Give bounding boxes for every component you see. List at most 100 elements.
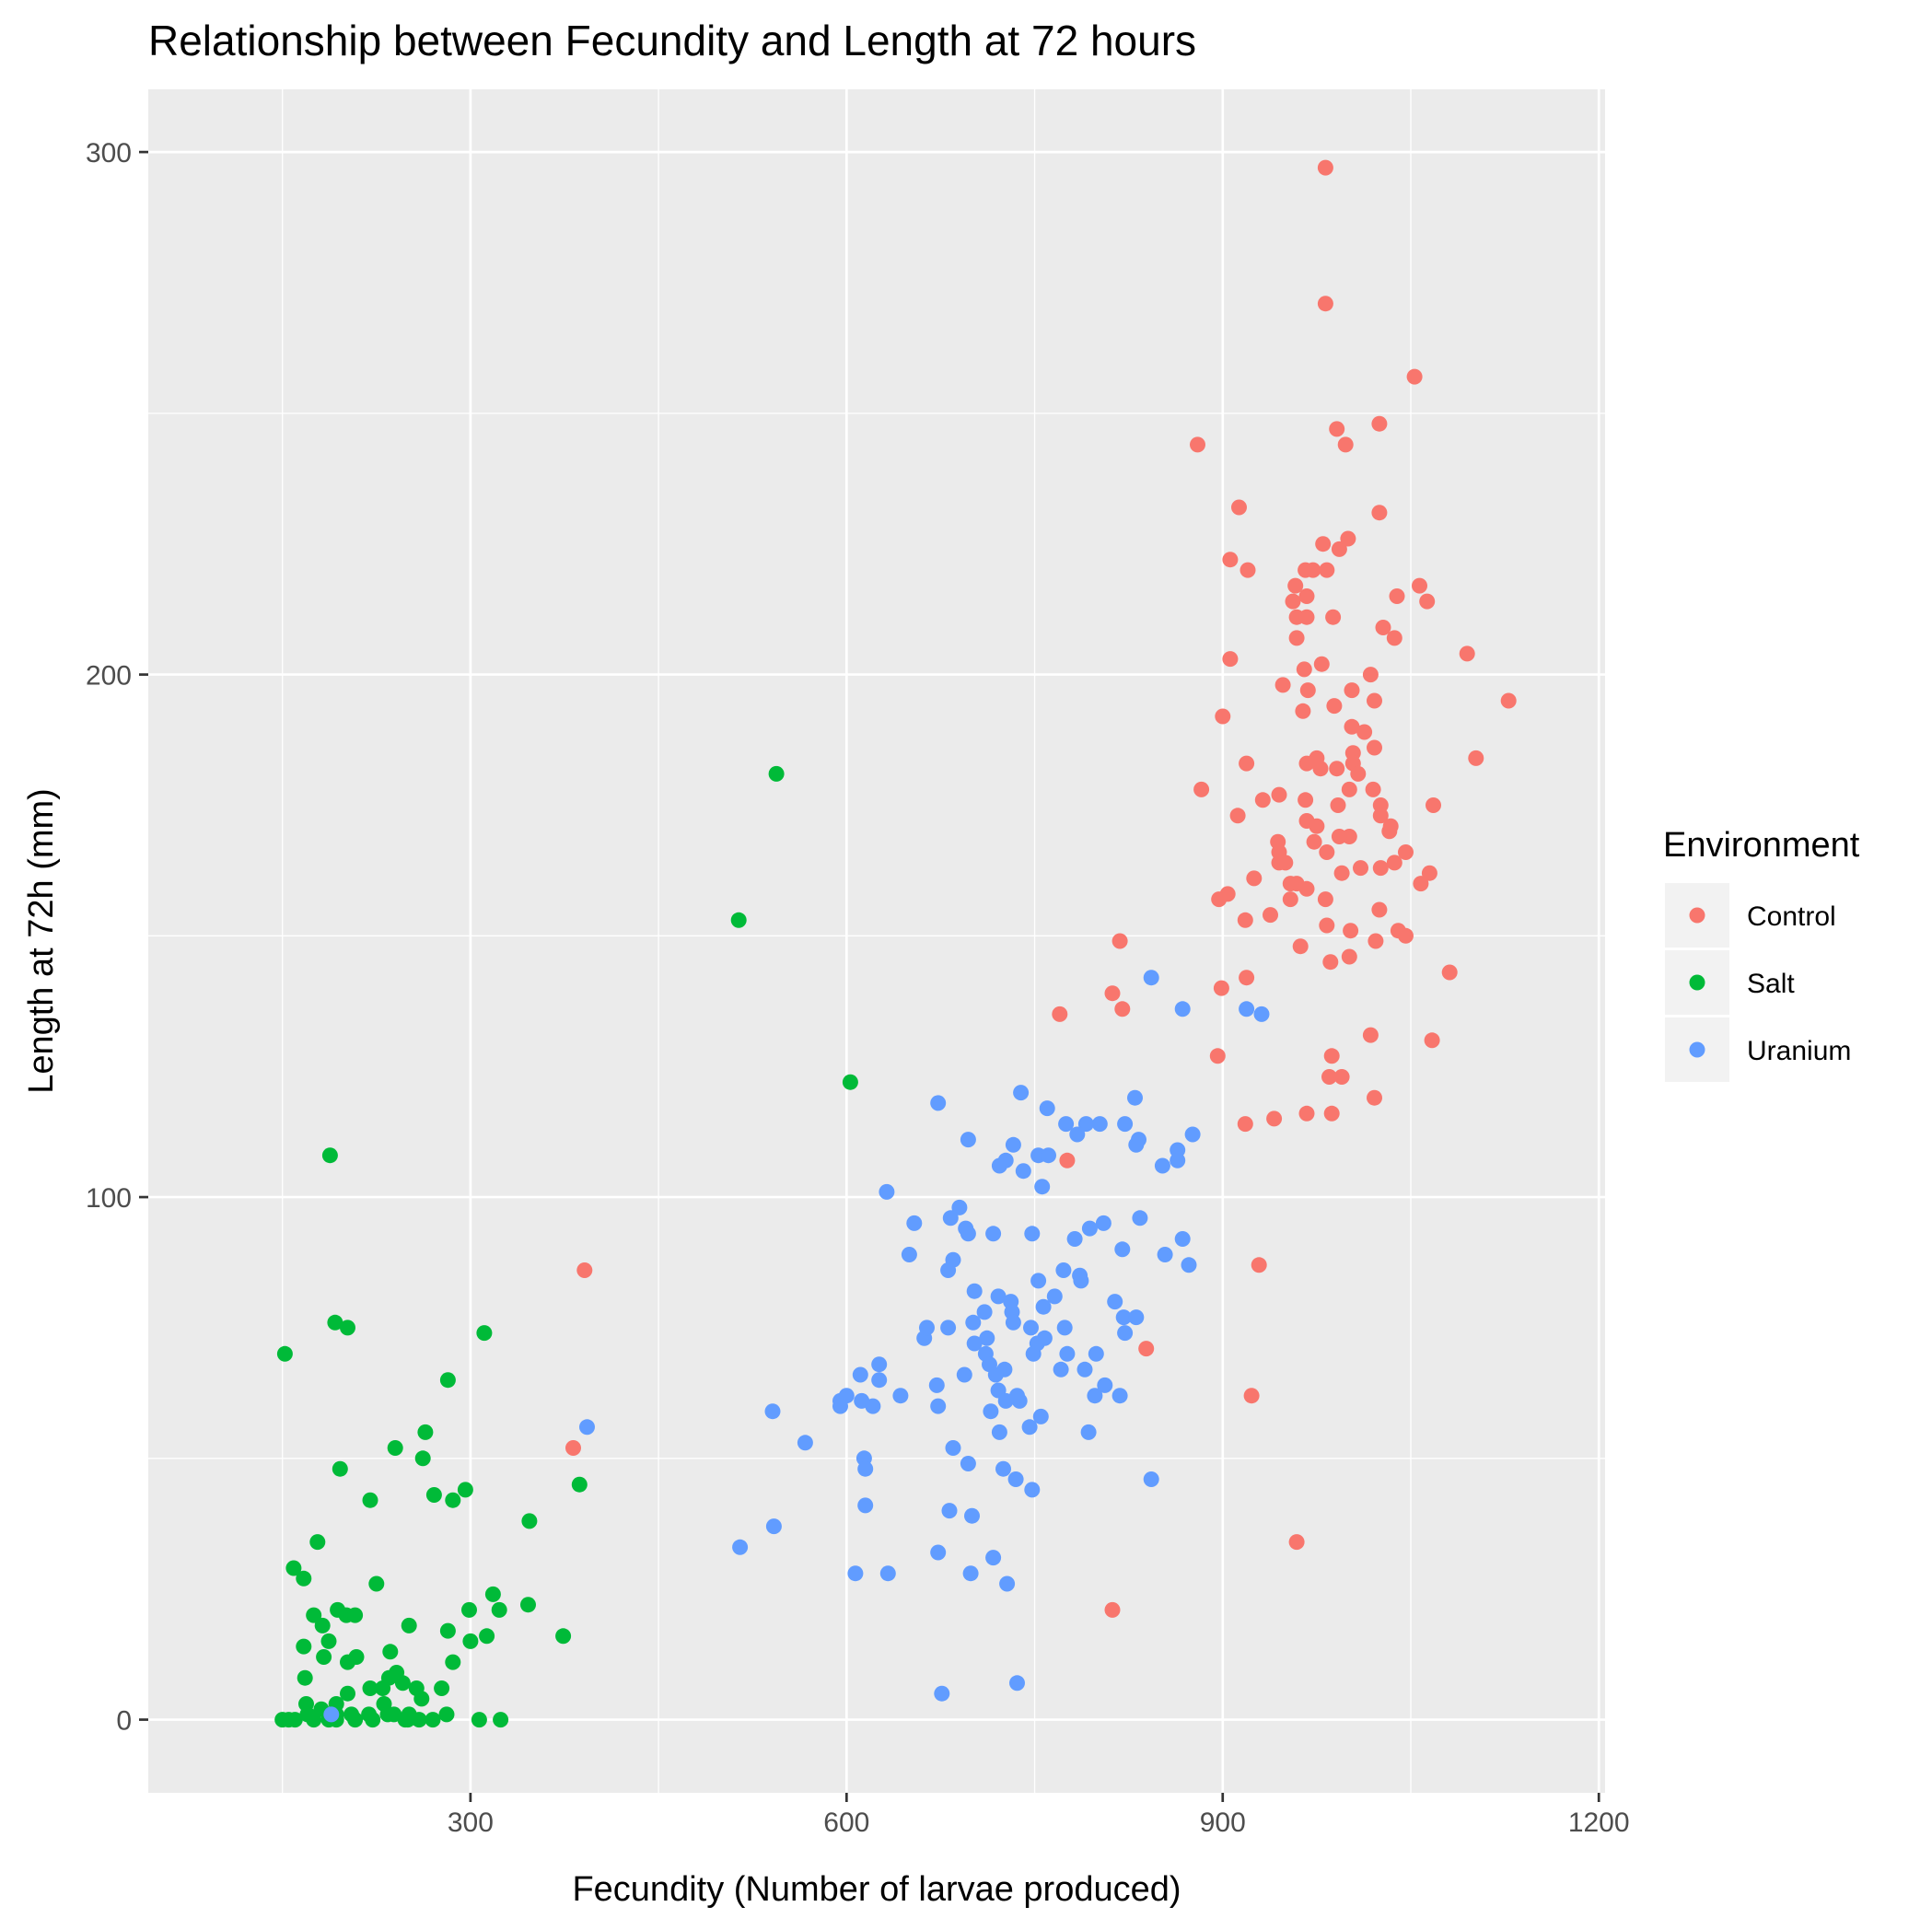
data-point (1367, 1089, 1382, 1106)
data-point (434, 1680, 450, 1696)
data-point (847, 1565, 864, 1582)
data-point (1323, 1048, 1340, 1064)
data-point (1288, 630, 1305, 646)
data-point (930, 1398, 947, 1414)
data-point (768, 765, 785, 782)
data-point (1128, 1136, 1145, 1153)
series-uranium (323, 970, 1270, 1723)
data-point (1091, 1116, 1108, 1133)
data-point (1371, 415, 1388, 432)
data-point (1005, 1136, 1021, 1153)
data-point (1025, 1345, 1042, 1362)
data-point (1371, 901, 1388, 918)
data-point (571, 1476, 588, 1493)
data-point (1326, 698, 1343, 715)
data-point (276, 1345, 293, 1362)
data-point (327, 1314, 343, 1331)
data-point (1024, 1226, 1041, 1242)
data-point (1035, 1298, 1052, 1315)
data-point (1375, 620, 1391, 635)
data-point (1081, 1220, 1098, 1237)
x-axis-title: Fecundity (Number of larvae produced) (572, 1870, 1181, 1909)
data-point (1240, 562, 1256, 578)
data-point (1253, 1006, 1270, 1022)
data-point (471, 1712, 487, 1728)
data-point (930, 1095, 947, 1111)
data-point (1114, 1241, 1131, 1258)
data-point (365, 1712, 381, 1728)
data-point (842, 1074, 858, 1090)
data-point (1315, 536, 1332, 552)
data-point (1215, 708, 1231, 725)
data-point (1209, 1048, 1226, 1064)
data-point (491, 1601, 507, 1618)
data-point (362, 1492, 378, 1508)
data-point (457, 1482, 473, 1498)
axis-ticks (139, 150, 1600, 1802)
data-point (306, 1712, 322, 1728)
data-point (1298, 1105, 1315, 1122)
data-point (1127, 1089, 1143, 1106)
data-point (1055, 1262, 1072, 1278)
data-point (1052, 1006, 1068, 1022)
data-point (1362, 667, 1379, 683)
data-point (1288, 1534, 1305, 1551)
data-point (1344, 682, 1360, 699)
y-axis-title: Length at 72h (mm) (22, 788, 61, 1094)
data-point (1368, 933, 1384, 949)
data-point (942, 1210, 959, 1227)
data-point (1030, 1273, 1047, 1289)
data-point (438, 1706, 455, 1723)
data-point (1132, 1210, 1148, 1227)
data-point (1021, 1419, 1038, 1436)
data-point (1317, 296, 1333, 312)
data-point (382, 1644, 399, 1660)
data-point (332, 1460, 348, 1477)
data-point (1271, 786, 1287, 803)
data-point (1211, 891, 1228, 908)
data-point (852, 1366, 868, 1383)
data-point (1350, 765, 1367, 782)
data-point (919, 1320, 935, 1336)
data-point (965, 1314, 982, 1331)
data-point (1329, 421, 1345, 437)
data-point (1058, 1116, 1075, 1133)
data-point (991, 1424, 1007, 1440)
y-tick-label: 200 (86, 661, 132, 692)
data-point (1254, 792, 1271, 808)
data-point (286, 1712, 303, 1728)
data-point (1066, 1231, 1083, 1247)
data-point (1117, 1116, 1134, 1133)
data-point (340, 1654, 355, 1670)
data-point (1013, 1085, 1030, 1101)
data-point (1356, 724, 1373, 740)
data-point (579, 1419, 595, 1436)
data-point (1157, 1247, 1173, 1262)
data-point (1024, 1482, 1041, 1498)
data-point (1032, 1408, 1049, 1424)
data-point (1104, 1601, 1121, 1618)
data-point (1266, 1110, 1283, 1127)
data-point (1340, 530, 1356, 547)
data-point (1298, 562, 1314, 578)
data-point (1321, 1069, 1337, 1085)
data-point (1312, 761, 1329, 777)
data-point (1015, 1163, 1031, 1180)
data-point (1107, 1294, 1123, 1310)
data-point (764, 1403, 781, 1420)
data-point (1251, 1257, 1267, 1273)
data-point (934, 1685, 950, 1702)
data-point (1386, 855, 1402, 871)
data-point (1298, 880, 1315, 897)
legend: Environment Control Salt Uranium (1663, 826, 1860, 1082)
data-point (1424, 1032, 1440, 1049)
data-point (962, 1565, 979, 1582)
data-point (960, 1456, 976, 1471)
data-point (1056, 1320, 1073, 1336)
data-point (730, 912, 747, 928)
data-point (1222, 651, 1239, 668)
data-point (417, 1424, 434, 1440)
data-point (1298, 588, 1315, 604)
data-point (1298, 792, 1314, 808)
data-point (1246, 870, 1263, 887)
